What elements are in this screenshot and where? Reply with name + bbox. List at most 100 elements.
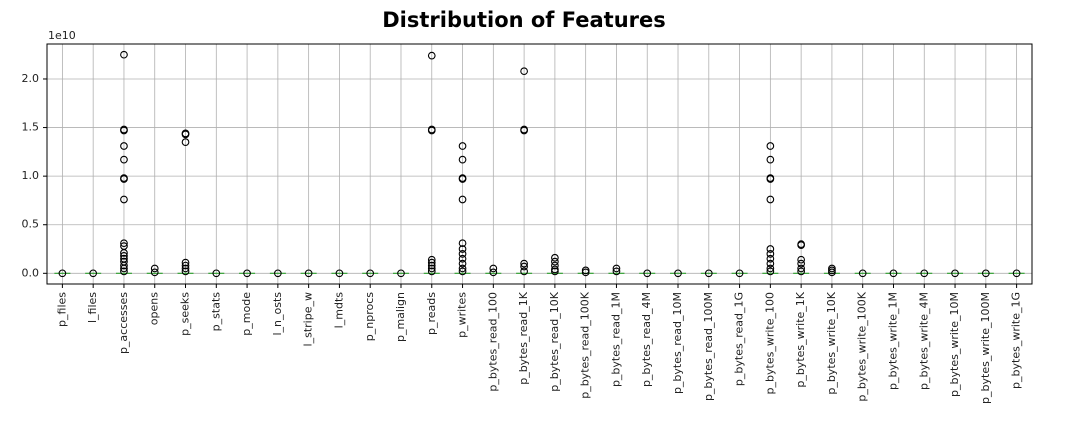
outlier [397,269,405,278]
x-tick-label: p_bytes_read_10K [548,291,561,392]
outlier [520,262,528,271]
x-tick-label: p_stats [209,292,222,332]
outlier [427,261,436,270]
outlier [612,264,621,273]
outlier [951,269,959,278]
outlier [489,264,498,273]
outlier [427,126,436,135]
outlier [212,269,221,278]
outlier [735,269,744,278]
x-tick-label: p_reads [425,292,438,335]
outlier [458,254,467,263]
y-tick-label: 1.0 [22,169,40,182]
outlier [120,239,128,248]
outlier [335,269,344,278]
outlier [520,259,528,268]
outlier [766,195,775,204]
outlier [551,257,559,266]
outlier [120,195,128,204]
y-tick-label: 0.0 [22,266,40,279]
outlier [458,175,467,183]
x-tick-label: p_mode [240,292,253,336]
outlier [458,250,467,258]
outlier [458,267,467,276]
outlier [520,126,528,135]
outlier [674,269,682,278]
outlier [427,255,436,264]
outlier [120,50,128,59]
y-tick-label: 2.0 [22,72,40,85]
outlier [243,269,251,278]
x-tick-label: p_bytes_read_4M [640,292,653,387]
outlier [150,264,159,273]
outlier [1012,269,1021,278]
y-offset-label: 1e10 [48,29,76,42]
outlier [366,269,375,278]
x-tick-label: l_stripe_w [302,292,315,346]
outlier [427,267,436,276]
outlier [551,267,559,276]
x-tick-label: p_bytes_write_1G [1010,292,1023,389]
x-tick-label: p_bytes_write_10K [825,291,838,394]
outlier [766,264,775,273]
outlier [704,269,713,278]
outlier [766,155,775,164]
outlier [58,269,67,278]
outlier [889,269,898,278]
outlier [797,267,805,276]
x-tick-label: p_files [55,292,68,327]
outlier [181,138,190,146]
y-tick-label: 0.5 [22,218,40,231]
x-tick-label: p_bytes_write_100M [979,292,992,404]
x-tick-label: l_mdts [332,292,345,329]
outlier [181,267,190,276]
outlier [581,268,590,277]
outlier [120,175,128,183]
outlier [181,258,190,267]
x-tick-label: p_writes [456,292,469,338]
x-tick-label: p_accesses [117,292,130,354]
outlier [766,245,775,253]
x-tick-label: p_bytes_write_1M [886,292,899,390]
outlier [828,268,836,277]
outlier [612,267,621,276]
x-tick-label: p_seeks [179,292,192,336]
outlier [766,250,775,258]
outlier [981,269,990,278]
x-tick-label: p_bytes_write_100K [856,291,869,401]
x-tick-label: p_bytes_write_100 [763,292,776,394]
outlier [120,261,128,270]
outlier [120,264,128,273]
outlier [797,241,805,249]
outlier [458,264,467,273]
outlier [797,259,805,268]
outlier [427,51,436,60]
outlier [458,239,467,248]
outlier [181,261,190,270]
outlier [520,267,528,276]
x-tick-label: l_n_osts [271,292,284,336]
outlier [551,261,559,270]
outlier [120,126,128,135]
outlier [120,249,128,257]
x-tick-label: p_bytes_read_1K [517,291,530,385]
x-tick-label: l_files [86,292,99,323]
y-tick-label: 1.5 [22,121,40,134]
outlier [766,259,775,268]
x-tick-label: p_bytes_read_1M [609,292,622,387]
outlier [858,269,867,278]
outlier [766,267,775,276]
x-tick-label: p_malign [394,292,407,342]
x-tick-label: p_bytes_read_100K [579,291,592,399]
outlier [766,175,775,183]
outlier [797,264,805,273]
outlier [551,253,559,262]
x-tick-label: p_bytes_read_100M [702,292,715,401]
outlier [274,269,282,278]
outlier [458,155,467,164]
x-tick-label: opens [148,292,161,325]
outlier [643,269,652,278]
outlier [766,254,775,263]
outlier [304,269,313,278]
